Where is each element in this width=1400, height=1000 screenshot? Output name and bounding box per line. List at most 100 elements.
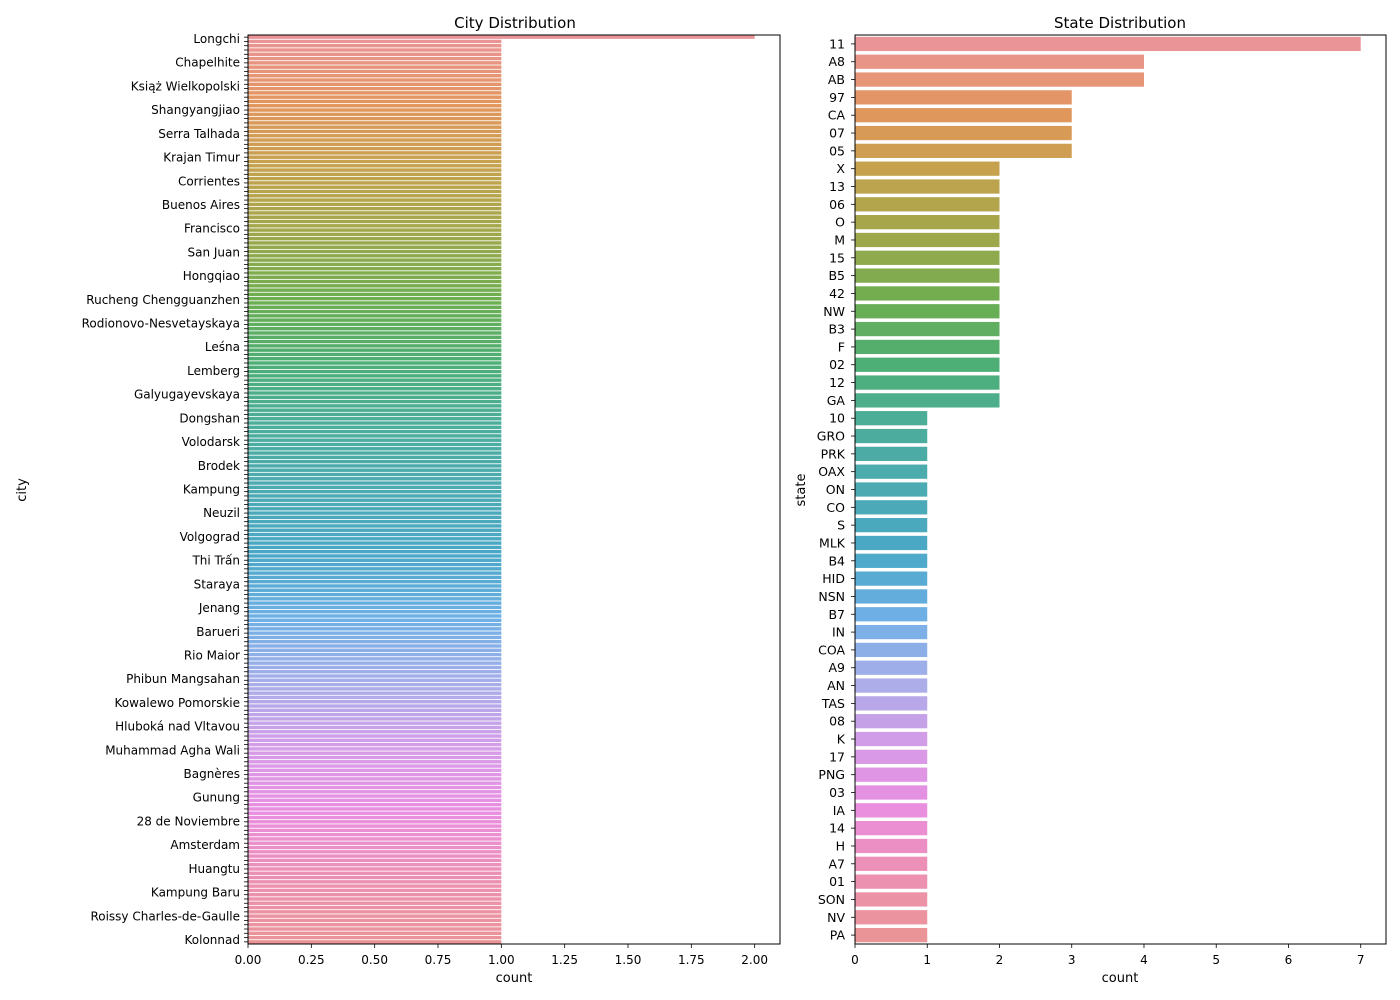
city-y-tick-label: Kampung (183, 483, 240, 497)
city-bar (248, 395, 502, 400)
city-y-tick-label: Huangtu (188, 862, 240, 876)
state-bar (855, 892, 928, 907)
city-bar (248, 901, 502, 905)
city-y-tick-label: Staraya (194, 577, 240, 591)
state-bar (855, 518, 928, 533)
city-y-tick-label: Hongqiao (183, 269, 240, 283)
city-bar (248, 357, 502, 361)
city-bar (248, 391, 502, 395)
city-bar (248, 112, 502, 117)
state-y-tick-label: GA (827, 393, 846, 408)
city-bar (248, 485, 502, 490)
city-bar (248, 412, 502, 417)
city-bar (248, 404, 502, 408)
state-x-tick-label: 0 (851, 953, 859, 967)
city-bar (248, 918, 502, 923)
city-bar (248, 74, 502, 78)
city-bar (248, 425, 502, 430)
city-bar (248, 296, 502, 301)
city-bar (248, 519, 502, 524)
city-y-tick-label: Serra Talhada (158, 127, 240, 141)
city-bar (248, 301, 502, 305)
city-bar (248, 515, 502, 520)
city-bar (248, 86, 502, 91)
city-y-tick-label: Longchi (193, 32, 240, 46)
city-bar (248, 219, 502, 224)
city-bar (248, 181, 502, 185)
state-y-tick-label: NSN (818, 589, 845, 604)
state-bars (855, 36, 1361, 943)
city-bar (248, 507, 502, 511)
state-bar (855, 250, 1000, 265)
state-y-tick-label: 06 (829, 197, 845, 212)
city-y-tick-label: Gunung (193, 791, 240, 805)
city-bar (248, 511, 502, 515)
city-bar (248, 262, 502, 267)
city-bar (248, 335, 502, 340)
city-bar (248, 785, 502, 790)
city-bar (248, 665, 502, 670)
state-bar (855, 108, 1072, 123)
city-bar (248, 871, 502, 875)
city-chart-title: City Distribution (454, 14, 576, 32)
state-bar (855, 874, 928, 889)
city-y-axis-label: city (15, 478, 30, 502)
city-bar (248, 678, 502, 683)
state-bar (855, 36, 1361, 52)
city-bar (248, 249, 502, 254)
city-bar (248, 326, 502, 331)
city-y-tick-label: Kowalewo Pomorskie (114, 696, 240, 710)
city-y-tick-label: Roissy Charles-de-Gaulle (90, 909, 240, 923)
state-bar (855, 803, 928, 818)
city-bar (248, 318, 502, 322)
city-bar (248, 146, 502, 151)
city-y-tick-label: Krajan Timur (163, 151, 240, 165)
state-y-tick-label: B4 (828, 553, 845, 568)
city-bar (248, 875, 502, 880)
state-y-tick-label: 14 (829, 821, 845, 836)
city-bar (248, 61, 502, 65)
city-bar (248, 892, 502, 897)
city-bar (248, 502, 502, 507)
city-bar (248, 95, 502, 99)
state-y-tick-label: K (837, 732, 846, 747)
city-bar (248, 417, 502, 421)
city-y-tick-label: Galyugayevskaya (134, 388, 240, 402)
state-y-tick-label: MLK (819, 535, 846, 550)
city-bar (248, 459, 502, 464)
state-y-tick-label: H (836, 838, 845, 853)
city-bar (248, 322, 502, 327)
city-bar (248, 837, 502, 841)
city-x-axis-label: count (496, 971, 533, 986)
city-bar (248, 768, 502, 773)
city-bar (248, 236, 502, 241)
state-y-tick-label: A9 (828, 660, 845, 675)
city-bar (248, 691, 502, 695)
state-y-tick-label: 97 (829, 90, 845, 105)
city-bar (248, 884, 502, 888)
state-bar (855, 696, 928, 711)
city-bar (248, 798, 502, 803)
city-bar (248, 266, 502, 271)
state-bar (855, 714, 928, 729)
city-bar (248, 824, 502, 828)
state-y-tick-label: A8 (828, 54, 845, 69)
state-y-tick-label: OAX (818, 464, 845, 479)
city-y-tick-label: Kolonnad (185, 933, 240, 947)
city-bar (248, 352, 502, 357)
state-bar (855, 464, 928, 479)
city-bar (248, 794, 502, 798)
state-x-axis-label: count (1102, 971, 1139, 986)
city-x-tick-label: 1.75 (678, 953, 705, 967)
city-bar (248, 189, 502, 194)
city-bar (248, 931, 502, 935)
city-x-tick-label: 0.75 (425, 953, 452, 967)
city-bar (248, 764, 502, 768)
city-bar (248, 369, 502, 374)
city-bar (248, 708, 502, 713)
city-y-tick-label: 28 de Noviembre (137, 814, 240, 828)
city-y-tick-label: Volgograd (180, 530, 240, 544)
city-x-tick-label: 2.00 (741, 953, 768, 967)
city-bar (248, 734, 502, 738)
state-y-tick-label: 13 (829, 179, 845, 194)
